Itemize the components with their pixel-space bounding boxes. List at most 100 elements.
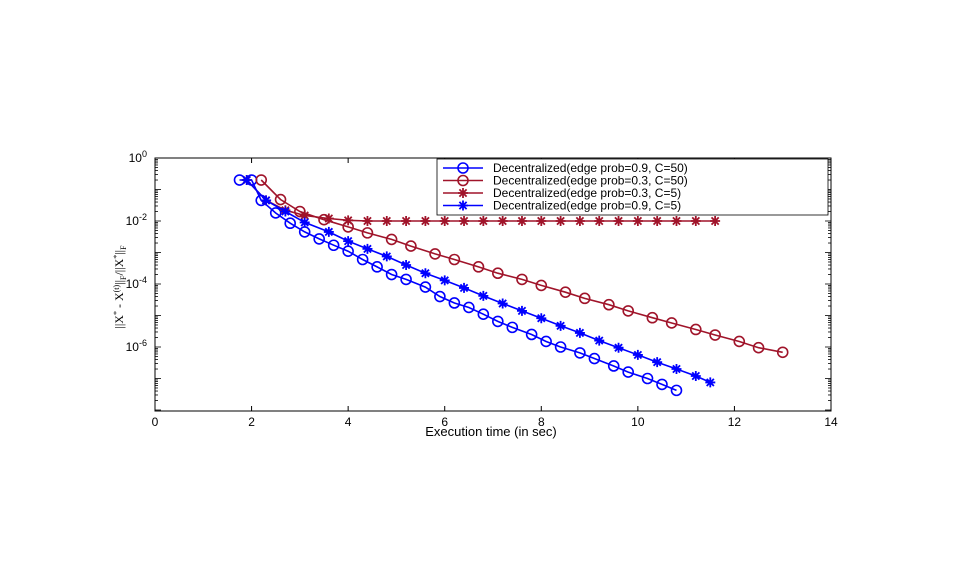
data-point-marker	[574, 216, 585, 226]
legend-item: Decentralized(edge prob=0.3, C=5)	[443, 186, 681, 200]
legend-marker	[457, 162, 469, 174]
data-point-marker	[356, 253, 369, 266]
data-point-marker	[362, 216, 373, 226]
data-point-marker	[555, 216, 566, 226]
data-point-marker	[594, 335, 605, 346]
data-point-marker	[525, 328, 538, 341]
legend-item: Decentralized(edge prob=0.9, C=50)	[443, 161, 688, 175]
data-point-marker	[613, 342, 624, 353]
data-point-marker	[284, 217, 297, 230]
data-point-marker	[478, 290, 489, 301]
data-point-marker	[420, 268, 431, 279]
data-point-marker	[656, 378, 668, 391]
data-point-marker	[516, 273, 528, 286]
data-point-marker	[299, 210, 310, 221]
data-point-marker	[603, 298, 615, 311]
x-tick-label: 6	[441, 415, 448, 429]
legend-label: Decentralized(edge prob=0.3, C=50)	[493, 174, 688, 188]
data-point-marker	[554, 341, 567, 353]
data-point-marker	[613, 216, 624, 226]
data-point-marker	[385, 233, 398, 246]
x-tick-label: 10	[631, 415, 645, 429]
data-point-marker	[733, 335, 746, 348]
data-point-marker	[710, 216, 721, 226]
data-point-marker	[269, 207, 282, 219]
series-1	[233, 174, 683, 397]
legend-marker	[458, 188, 468, 198]
data-point-marker	[381, 216, 392, 226]
data-point-marker	[361, 227, 374, 239]
data-point-marker	[299, 217, 310, 228]
data-point-marker	[274, 193, 287, 206]
data-point-marker	[463, 301, 475, 314]
data-point-marker	[497, 216, 508, 226]
data-point-marker	[578, 292, 591, 305]
data-point-marker	[343, 215, 354, 226]
data-point-marker	[419, 281, 432, 293]
data-point-marker	[323, 213, 334, 224]
data-point-marker	[478, 216, 489, 226]
x-axis-label: Execution time (in sec)	[425, 424, 557, 439]
data-point-marker	[327, 239, 340, 252]
data-point-marker	[429, 248, 441, 260]
data-point-marker	[506, 321, 519, 334]
data-point-marker	[665, 317, 678, 329]
legend-label: Decentralized(edge prob=0.9, C=50)	[493, 161, 688, 175]
data-point-marker	[690, 371, 701, 382]
y-tick-label: 10-4	[126, 275, 147, 291]
data-point-marker	[401, 260, 412, 271]
data-point-marker	[420, 216, 431, 226]
series-2	[255, 174, 789, 359]
data-point-marker	[472, 261, 485, 273]
data-point-marker	[261, 195, 272, 206]
y-tick-label: 10-6	[126, 338, 147, 354]
data-point-marker	[381, 251, 392, 262]
data-point-marker	[434, 290, 446, 303]
data-point-marker	[241, 175, 252, 186]
x-tick-label: 8	[538, 415, 545, 429]
data-point-marker	[492, 315, 504, 328]
data-point-marker	[313, 233, 325, 245]
data-point-marker	[385, 268, 398, 281]
data-point-marker	[671, 216, 682, 226]
series-4	[241, 175, 716, 388]
legend-item: Decentralized(edge prob=0.9, C=5)	[443, 199, 681, 213]
data-point-marker	[439, 216, 450, 226]
data-point-marker	[607, 360, 620, 372]
data-point-marker	[459, 282, 470, 293]
data-point-marker	[670, 384, 683, 397]
data-point-marker	[497, 298, 508, 309]
data-point-marker	[641, 372, 654, 385]
legend-marker	[458, 200, 468, 211]
x-tick-label: 14	[824, 415, 838, 429]
plot-frame	[154, 157, 832, 412]
data-point-marker	[646, 311, 659, 324]
data-point-marker	[459, 216, 470, 226]
data-point-marker	[555, 320, 566, 331]
legend-marker	[457, 174, 469, 187]
data-point-marker	[752, 341, 765, 354]
data-point-marker	[516, 216, 527, 226]
data-point-marker	[323, 226, 334, 237]
data-point-marker	[535, 279, 548, 292]
data-point-marker	[536, 216, 547, 226]
data-point-marker	[401, 216, 412, 226]
series-line	[260, 179, 783, 354]
x-tick-label: 12	[728, 415, 742, 429]
data-point-marker	[371, 261, 383, 273]
x-tick-label: 0	[152, 415, 159, 429]
data-point-marker	[448, 297, 461, 309]
data-point-marker	[559, 286, 572, 298]
data-point-marker	[477, 308, 490, 320]
data-point-marker	[492, 267, 504, 280]
data-point-marker	[574, 347, 586, 359]
data-point-marker	[343, 236, 354, 247]
data-point-marker	[690, 216, 701, 226]
data-point-marker	[632, 349, 643, 360]
data-point-marker	[705, 377, 716, 388]
y-axis-label: ||X* - X(t)||F/||X*||F	[112, 245, 128, 329]
data-point-marker	[709, 329, 721, 341]
data-point-marker	[574, 327, 585, 338]
data-point-marker	[400, 273, 412, 286]
